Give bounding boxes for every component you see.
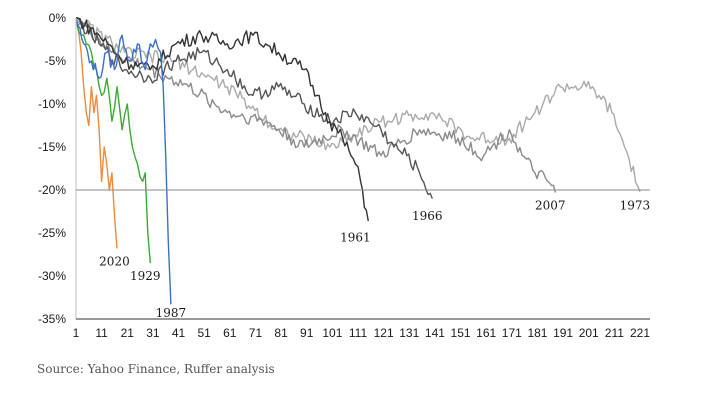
x-tick-label: 141 [425, 326, 445, 340]
x-tick-label: 81 [274, 326, 288, 340]
x-tick-label: 1 [73, 326, 80, 340]
x-tick-label: 101 [322, 326, 342, 340]
x-tick-label: 211 [605, 326, 624, 340]
x-tick-label: 151 [451, 326, 471, 340]
series-label-2020: 2020 [99, 254, 130, 268]
y-tick-label: -35% [38, 312, 66, 326]
y-tick-label: -20% [38, 183, 66, 197]
y-tick-label: -5% [45, 54, 67, 68]
x-tick-label: 131 [399, 326, 419, 340]
x-tick-label: 31 [146, 326, 160, 340]
y-tick-labels: 0% -5% -10% -15% -20% -25% -30% -35% [38, 11, 66, 326]
y-tick-label: -10% [38, 97, 66, 111]
x-tick-label: 91 [300, 326, 314, 340]
series-label-1973: 1973 [620, 198, 651, 212]
x-tick-labels: 1 11 21 31 41 51 61 71 81 91 101 111 121 131 141 151 161… [73, 326, 651, 340]
series-label-1966: 1966 [412, 209, 443, 223]
x-tick-label: 21 [121, 326, 135, 340]
x-tick-label: 61 [223, 326, 237, 340]
x-tick-label: 41 [172, 326, 186, 340]
x-tick-label: 161 [476, 326, 496, 340]
x-tick-label: 191 [553, 326, 573, 340]
x-tick-label: 111 [349, 326, 368, 340]
series-label-1929: 1929 [130, 269, 161, 283]
series-line-2020 [75, 17, 118, 249]
series-label-1961: 1961 [340, 230, 371, 244]
series-line-1987 [75, 17, 172, 305]
x-tick-label: 71 [249, 326, 263, 340]
series-line-1961 [75, 17, 369, 222]
y-tick-label: -25% [38, 226, 66, 240]
x-tick-label: 181 [527, 326, 547, 340]
x-tick-label: 201 [579, 326, 599, 340]
series-label-1987: 1987 [156, 306, 187, 320]
x-tick-label: 121 [374, 326, 394, 340]
y-tick-label: -30% [38, 269, 66, 283]
y-tick-label: -15% [38, 140, 66, 154]
axes [75, 18, 650, 320]
x-tick-label: 51 [198, 326, 212, 340]
series-line-1966 [76, 17, 433, 199]
series-line-2007 [75, 17, 557, 193]
x-tick-label: 171 [502, 326, 522, 340]
y-tick-label: 0% [49, 11, 67, 25]
series-label-2007: 2007 [535, 198, 566, 212]
series-line-1973 [75, 17, 641, 192]
series-lines [75, 17, 641, 305]
source-note: Source: Yahoo Finance, Ruffer analysis [37, 362, 275, 376]
x-tick-label: 11 [95, 326, 108, 340]
series-line-1929 [75, 17, 151, 264]
x-tick-label: 221 [630, 326, 650, 340]
